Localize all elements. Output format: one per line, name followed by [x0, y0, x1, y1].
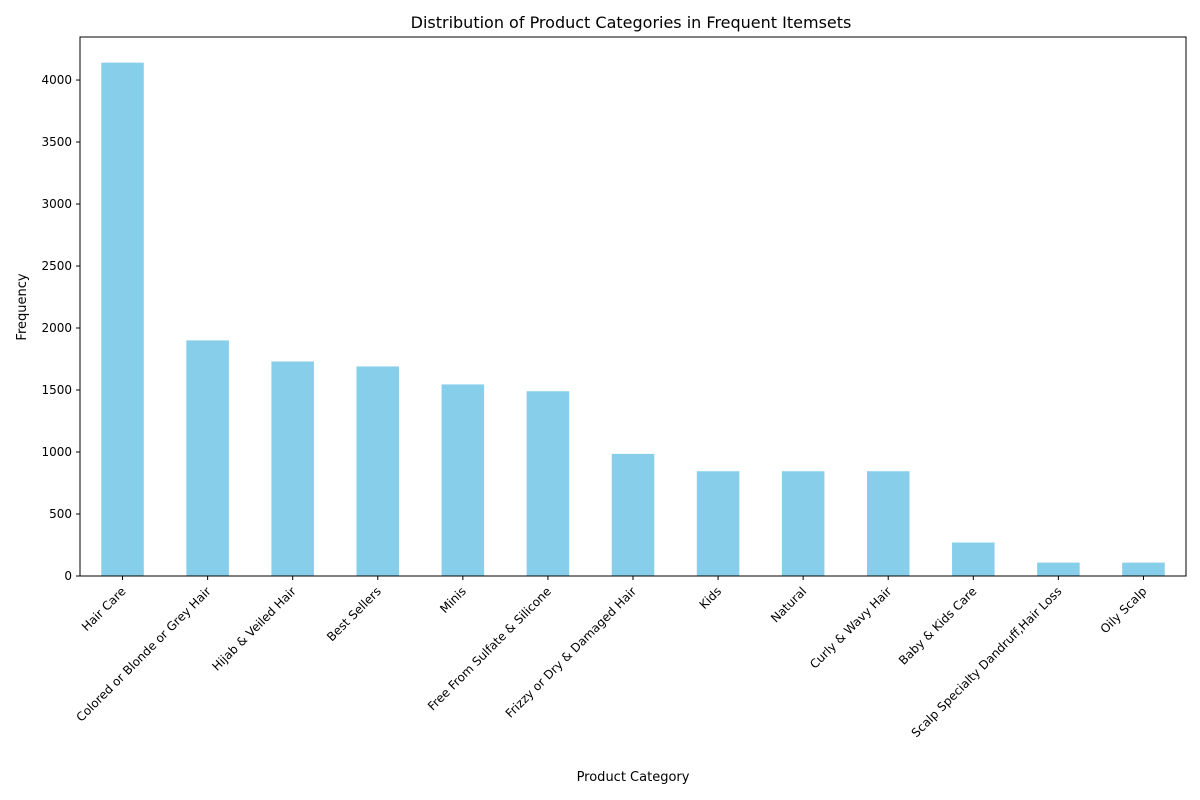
x-tick-label: Hair Care — [79, 584, 129, 634]
chart-title: Distribution of Product Categories in Fr… — [411, 13, 852, 32]
bars — [101, 62, 1165, 577]
bar — [186, 340, 229, 576]
plot-frame — [79, 36, 1187, 577]
bar — [271, 361, 314, 576]
y-axis-label: Frequency — [15, 273, 30, 340]
y-tick-label: 3500 — [41, 135, 72, 149]
x-tick-label: Oily Scalp — [1098, 584, 1150, 636]
y-tick-label: 1000 — [41, 445, 72, 459]
x-tick-label: Baby & Kids Care — [896, 584, 979, 667]
y-tick-label: 2000 — [41, 321, 72, 335]
x-tick-label: Minis — [437, 584, 469, 616]
x-tick-label: Best Sellers — [324, 584, 384, 644]
bar — [952, 542, 995, 576]
y-tick-label: 3000 — [41, 197, 72, 211]
x-tick-label: Scalp Specialty Dandruff,Hair Loss — [909, 584, 1065, 740]
bar — [781, 471, 825, 576]
y-tick-label: 1500 — [41, 383, 72, 397]
x-tick-label: Hijab & Veiled Hair — [209, 584, 298, 673]
bar — [356, 366, 400, 576]
bar — [1122, 562, 1165, 576]
y-tick-label: 4000 — [41, 73, 72, 87]
bar — [1037, 562, 1080, 576]
y-axis: 0 500 1000 1500 2000 2500 3000 3500 4000 — [41, 73, 80, 583]
bar — [611, 453, 655, 576]
y-tick-label: 2500 — [41, 259, 72, 273]
x-tick-label: Kids — [697, 584, 725, 612]
bar — [866, 471, 910, 576]
bar — [441, 384, 485, 576]
x-axis-label: Product Category — [577, 770, 690, 785]
bar — [526, 391, 570, 576]
x-tick-label: Natural — [768, 584, 809, 625]
y-tick-label: 500 — [49, 507, 72, 521]
x-tick-label: Colored or Blonde or Grey Hair — [74, 584, 214, 724]
x-tick-label: Curly & Wavy Hair — [807, 584, 894, 671]
bar — [696, 471, 740, 576]
y-tick-label: 0 — [64, 569, 72, 583]
bar — [101, 62, 144, 577]
